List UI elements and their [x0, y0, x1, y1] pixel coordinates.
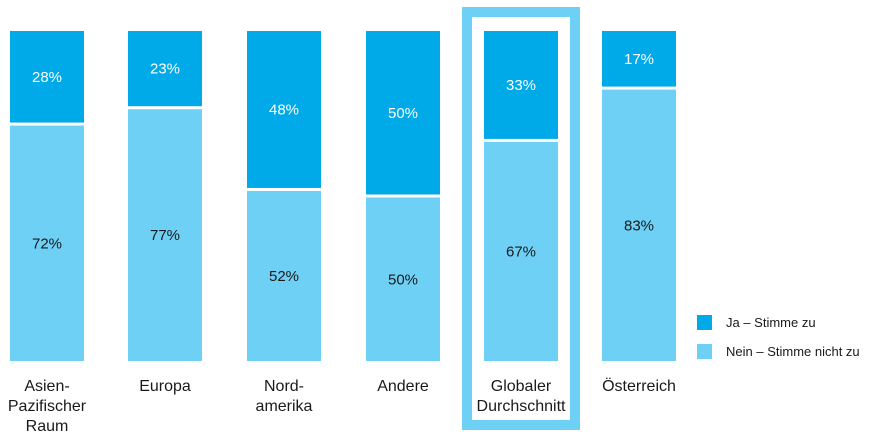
- label-nein-europa: 77%: [150, 227, 180, 244]
- bar-nein-globaler-durchschnitt: [484, 141, 558, 361]
- category-label-oesterreich: Österreich: [602, 377, 676, 395]
- category-label-nordamerika: Nord-amerika: [256, 378, 313, 415]
- label-ja-europa: 23%: [150, 61, 180, 78]
- legend-label-ja: Ja – Stimme zu: [726, 315, 816, 330]
- bar-nein-andere: [366, 197, 440, 361]
- category-label-europa: Europa: [139, 378, 191, 395]
- bar-ja-nordamerika: [247, 31, 321, 188]
- bar-nein-asienpazifischer-raum: [10, 125, 84, 361]
- label-nein-oesterreich: 83%: [624, 217, 654, 234]
- bar-ja-globaler-durchschnitt: [484, 31, 558, 139]
- category-label-globaler-durchschnitt: Globaler Durchschnitt: [477, 378, 566, 415]
- category-label-andere: Andere: [377, 378, 429, 395]
- label-nein-nordamerika: 52%: [269, 268, 299, 285]
- label-ja-oesterreich: 17%: [624, 51, 654, 68]
- label-ja-nordamerika: 48%: [269, 101, 299, 118]
- label-nein-andere: 50%: [388, 271, 418, 288]
- category-label-asienpazifischer-raum: Asien-Pazifischer Raum: [8, 378, 87, 435]
- bar-ja-oesterreich: [602, 31, 676, 87]
- legend-swatch-ja: [697, 315, 712, 330]
- bar-nein-oesterreich: [602, 89, 676, 361]
- label-ja-asienpazifischer-raum: 28%: [32, 69, 62, 86]
- bar-nein-europa: [128, 109, 202, 362]
- bar-ja-europa: [128, 31, 202, 107]
- label-nein-globaler-durchschnitt: 67%: [506, 243, 536, 260]
- bar-ja-andere: [366, 31, 440, 195]
- label-ja-globaler-durchschnitt: 33%: [506, 77, 536, 94]
- label-ja-andere: 50%: [388, 105, 418, 122]
- label-nein-asienpazifischer-raum: 72%: [32, 235, 62, 252]
- bar-ja-asienpazifischer-raum: [10, 31, 84, 123]
- bar-nein-nordamerika: [247, 190, 321, 361]
- legend-swatch-nein: [697, 344, 712, 359]
- legend-label-nein: Nein – Stimme nicht zu: [726, 344, 860, 359]
